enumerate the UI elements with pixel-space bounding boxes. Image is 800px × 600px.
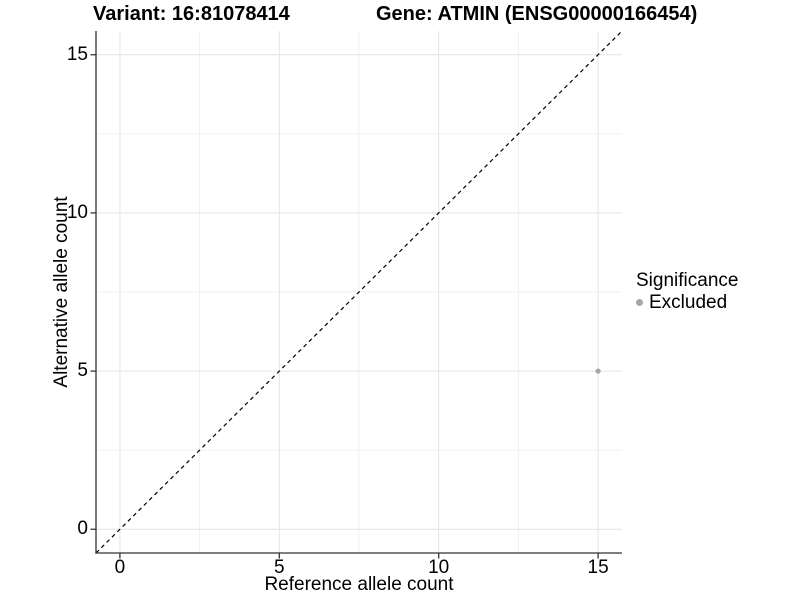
x-tick-label: 0 [114,557,126,578]
legend-title: Significance [636,270,739,291]
y-tick-label: 15 [66,43,88,65]
legend-point-icon [636,299,643,306]
plot-title-variant: Variant: 16:81078414 [93,3,290,25]
plot-title-gene: Gene: ATMIN (ENSG00000166454) [376,3,698,25]
legend-item-excluded: Excluded [636,292,738,313]
identity-reference-line [95,30,623,554]
x-axis-label: Reference allele count [264,574,454,595]
legend-item-label: Excluded [649,292,728,313]
x-tick-label: 15 [587,557,609,578]
y-tick-label: 10 [66,201,88,223]
y-tick-label: 0 [77,518,88,540]
x-tick-label: 10 [428,557,450,578]
data-point [595,368,601,374]
x-tick-label: 5 [274,557,285,578]
y-axis-label: Alternative allele count [51,196,72,388]
y-tick-label: 5 [77,360,88,382]
legend: Significance Excluded [636,270,738,313]
